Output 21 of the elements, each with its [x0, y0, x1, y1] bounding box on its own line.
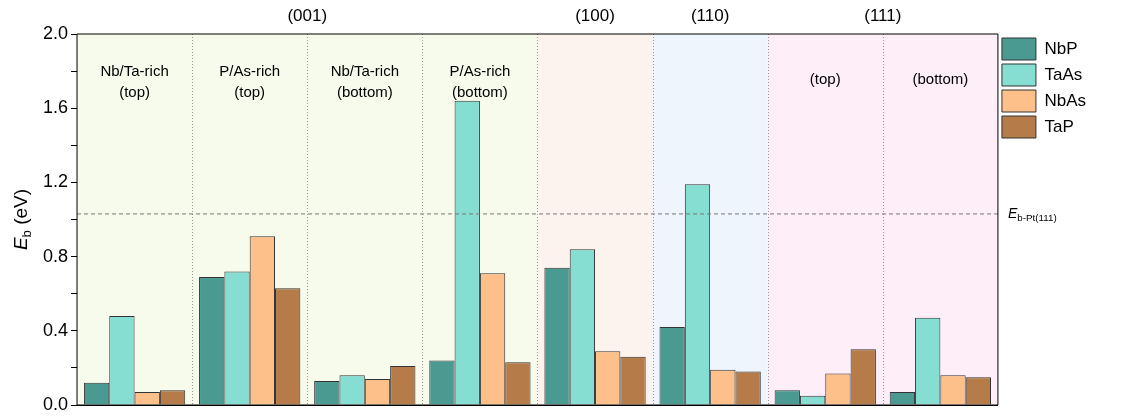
- legend-label: NbP: [1044, 38, 1078, 58]
- x-tick-label: P/As-rich (top): [219, 62, 281, 101]
- y-tick-label: 1.2: [42, 171, 69, 192]
- x-tick-label: (bottom): [912, 70, 969, 88]
- y-tick-label: 0.8: [42, 245, 69, 266]
- legend-label: NbAs: [1044, 90, 1087, 110]
- y-tick-label: 0.0: [42, 393, 69, 414]
- x-tick-label: Nb/Ta-rich (bottom): [330, 62, 399, 101]
- band-label: (111): [864, 5, 902, 25]
- x-tick-label: P/As-rich (bottom): [449, 62, 511, 101]
- y-tick-label: 0.4: [42, 319, 69, 340]
- x-tick-label: (100): [575, 5, 615, 25]
- legend-label: TaAs: [1044, 64, 1083, 84]
- y-tick-label: 1.6: [42, 97, 69, 118]
- legend-label: TaP: [1044, 116, 1074, 136]
- y-tick-label: 2.0: [42, 22, 69, 43]
- band-label: (001): [287, 5, 328, 25]
- x-tick-label: (top): [809, 70, 841, 88]
- x-tick-label: Nb/Ta-rich (top): [100, 62, 169, 101]
- y-axis-title: Eb (eV): [10, 188, 35, 251]
- x-tick-label: (110): [690, 5, 730, 25]
